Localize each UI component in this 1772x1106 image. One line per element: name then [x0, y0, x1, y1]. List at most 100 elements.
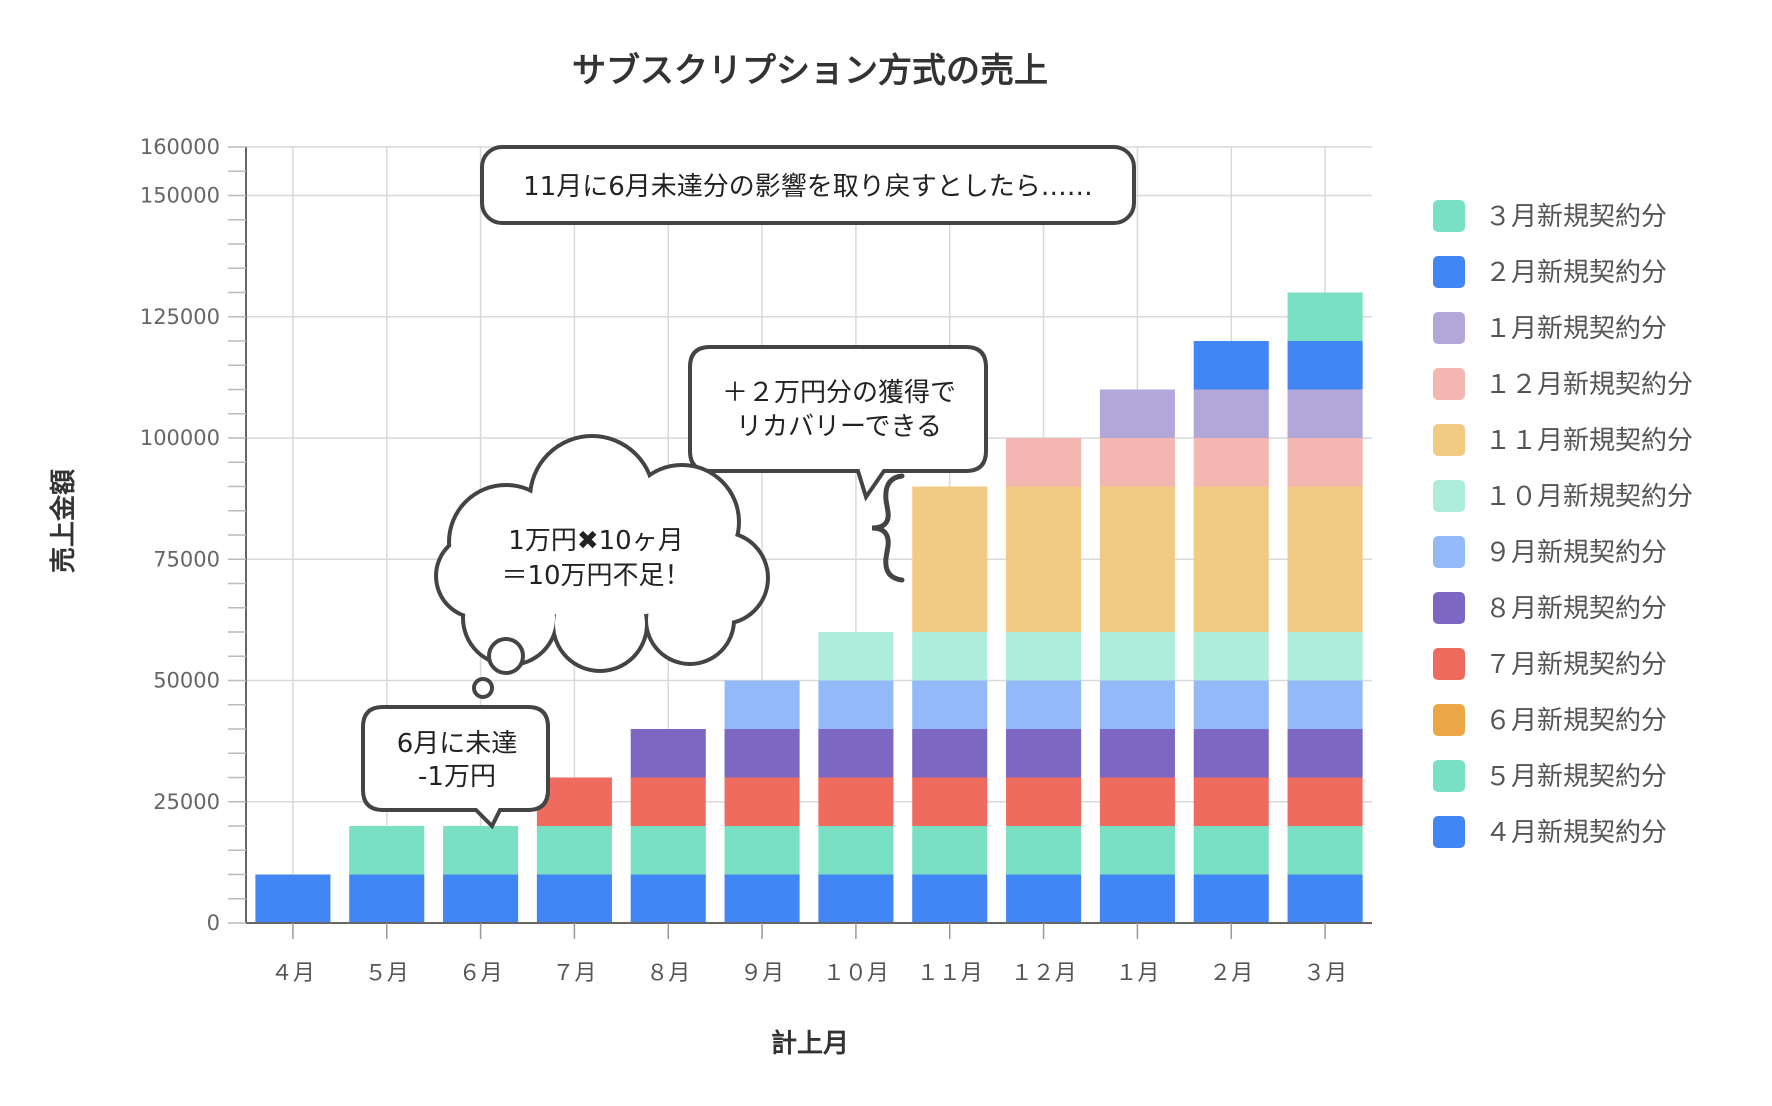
bar-segment	[1193, 874, 1269, 923]
legend-label: ７月新規契約分	[1485, 650, 1667, 680]
bar-segment	[1099, 389, 1175, 438]
legend-swatch	[1433, 536, 1465, 568]
thought-bubble-small	[472, 677, 494, 699]
y-tick-label: 100000	[140, 426, 220, 450]
bar-segment	[1193, 777, 1269, 826]
bar-segment	[1006, 632, 1082, 681]
bar-segment	[912, 486, 988, 632]
x-tick-label: ３月	[1303, 961, 1347, 986]
bar-segment	[1193, 341, 1269, 390]
y-tick-label: 50000	[153, 669, 220, 693]
bar-segment	[443, 874, 519, 923]
legend-label: ３月新規契約分	[1485, 202, 1667, 232]
bar-segment	[912, 729, 988, 778]
june-callout-line2: -1万円	[418, 762, 496, 792]
bar-segment	[1193, 680, 1269, 729]
y-tick-label: 150000	[140, 184, 220, 208]
x-tick-label: １月	[1115, 961, 1159, 986]
y-tick-label: 160000	[140, 135, 220, 159]
recovery-callout-box	[688, 345, 988, 502]
x-tick-label: ２月	[1209, 961, 1253, 986]
bar-segment	[443, 826, 519, 875]
bar-segment	[349, 874, 425, 923]
banner-callout-box	[480, 145, 1136, 225]
bar-segment	[818, 777, 894, 826]
curly-brace-icon	[871, 473, 905, 583]
bar-segment	[1287, 729, 1363, 778]
chart-title: サブスクリプション方式の売上	[572, 51, 1048, 91]
annotations: 11月に6月未達分の影響を取り戻すとしたら…… ＋２万円分の獲得で リカバリーで…	[361, 145, 1136, 830]
june-callout-line1: 6月に未達	[397, 729, 518, 759]
bar-segment	[630, 777, 706, 826]
bar-segment	[818, 826, 894, 875]
legend-swatch	[1433, 368, 1465, 400]
legend-swatch	[1433, 704, 1465, 736]
bar-segment	[630, 874, 706, 923]
bar-segment	[1193, 729, 1269, 778]
x-tick-label: ７月	[552, 961, 596, 986]
bar-segment	[818, 632, 894, 681]
y-tick-label: 125000	[140, 305, 220, 329]
bar-segment	[724, 826, 800, 875]
bar-segment	[1287, 777, 1363, 826]
bar-segment	[255, 874, 331, 923]
bar-segment	[1006, 680, 1082, 729]
x-tick-label: ６月	[459, 961, 503, 986]
bar-segment	[536, 874, 612, 923]
legend-label: ９月新規契約分	[1485, 538, 1667, 568]
bar-segment	[1287, 486, 1363, 632]
bar-segment	[724, 680, 800, 729]
bar-segment	[1006, 438, 1082, 487]
legend-label: １０月新規契約分	[1485, 482, 1693, 512]
bar-segment	[818, 874, 894, 923]
legend-swatch	[1433, 816, 1465, 848]
bar-segment	[1006, 826, 1082, 875]
bar-segment	[818, 729, 894, 778]
recovery-callout-line2: リカバリーできる	[736, 412, 942, 442]
bar-segment	[1193, 486, 1269, 632]
bar-segment	[1099, 826, 1175, 875]
legend-label: ５月新規契約分	[1485, 762, 1667, 792]
y-axis-title: 売上金額	[48, 469, 79, 573]
bar-segment	[1287, 632, 1363, 681]
axes: 0 25000 50000 75000 100000 125000 150000 160000…	[140, 135, 1372, 986]
bar-segment	[1006, 729, 1082, 778]
x-tick-label: ５月	[365, 961, 409, 986]
legend-label: １２月新規契約分	[1485, 370, 1693, 400]
bar-segment	[1099, 874, 1175, 923]
bar-segment	[724, 874, 800, 923]
bar-segment	[1287, 341, 1363, 390]
bar-segment	[724, 729, 800, 778]
bar-segment	[1287, 389, 1363, 438]
legend-label: ６月新規契約分	[1485, 706, 1667, 736]
x-tick-label: ４月	[271, 961, 315, 986]
banner-callout-text: 11月に6月未達分の影響を取り戻すとしたら……	[523, 172, 1093, 202]
x-tick-label: ８月	[646, 961, 690, 986]
bar-segment	[1099, 680, 1175, 729]
legend-label: １１月新規契約分	[1485, 426, 1693, 456]
legend-swatch	[1433, 312, 1465, 344]
bar-segment	[1099, 632, 1175, 681]
legend: ３月新規契約分 ２月新規契約分 １月新規契約分 １２月新規契約分 １１月新規契約分 １０月…	[1433, 200, 1693, 848]
bar-segment	[1287, 680, 1363, 729]
legend-label: ２月新規契約分	[1485, 258, 1667, 288]
x-axis-title: 計上月	[771, 1028, 849, 1059]
bar-segment	[536, 826, 612, 875]
x-tick-label: １２月	[1011, 961, 1077, 986]
bar-segment	[912, 777, 988, 826]
bar-segment	[630, 729, 706, 778]
bar-segment	[912, 632, 988, 681]
bar-segment	[724, 777, 800, 826]
bar-segment	[1193, 389, 1269, 438]
bar-segment	[1099, 438, 1175, 487]
y-tick-label: 75000	[153, 547, 220, 571]
legend-swatch	[1433, 760, 1465, 792]
bars	[255, 292, 1363, 923]
thought-bubble-large	[487, 637, 525, 675]
june-callout-box	[361, 705, 550, 830]
bar-segment	[1006, 777, 1082, 826]
legend-swatch	[1433, 256, 1465, 288]
bar-segment	[912, 874, 988, 923]
bar-segment	[1287, 438, 1363, 487]
